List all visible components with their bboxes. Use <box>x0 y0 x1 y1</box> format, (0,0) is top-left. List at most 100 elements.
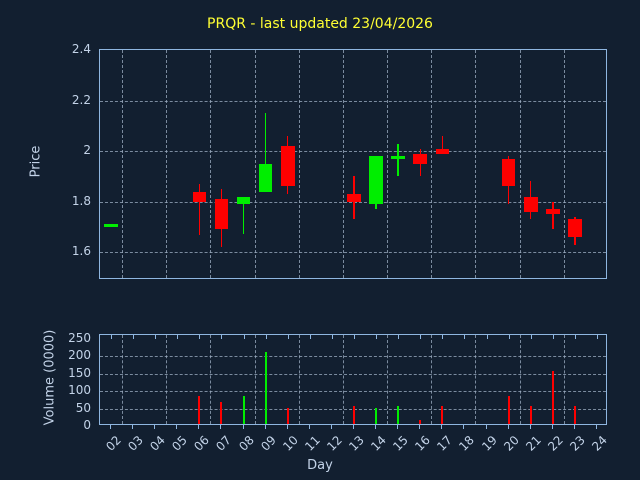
x-tick-mark <box>110 425 112 429</box>
candlestick-body <box>391 156 405 160</box>
x-tick-mark <box>529 425 531 429</box>
volume-gridline-vertical <box>475 335 477 424</box>
candlestick <box>100 50 606 278</box>
volume-gridline-vertical <box>387 335 389 424</box>
x-tick-mark <box>595 425 597 429</box>
candlestick-wick <box>441 135 444 154</box>
x-tick-mark <box>198 425 200 429</box>
x-tick-mark <box>419 425 421 429</box>
volume-y-tick-label: 100 <box>68 383 91 397</box>
volume-bar <box>286 408 289 424</box>
x-tick-mark <box>507 425 509 429</box>
candlestick-body <box>413 153 428 164</box>
price-gridline-vertical <box>298 50 300 278</box>
price-gridline-vertical <box>387 50 389 278</box>
candlestick-body <box>369 156 383 205</box>
x-tick-mark <box>397 425 399 429</box>
volume-bar <box>397 405 400 424</box>
price-gridline-vertical <box>519 50 521 278</box>
x-tick-mark <box>308 425 310 429</box>
volume-y-tick-label: 200 <box>68 348 91 362</box>
volume-bar <box>573 405 576 424</box>
volume-bar <box>551 370 554 424</box>
volume-y-tick-label: 150 <box>68 365 91 380</box>
volume-y-tick-label: 0 <box>83 418 91 432</box>
volume-gridline <box>100 373 606 375</box>
x-tick-mark-top <box>486 335 488 339</box>
x-tick-mark <box>353 425 354 429</box>
price-gridline <box>100 252 606 254</box>
x-tick-mark <box>132 425 134 429</box>
candlestick-body <box>568 219 582 238</box>
x-tick-mark-top <box>530 335 532 339</box>
price-gridline-vertical <box>166 50 168 278</box>
volume-bar <box>375 408 378 424</box>
candlestick <box>100 50 606 278</box>
price-gridline-vertical <box>122 50 124 278</box>
volume-gridline-vertical <box>298 335 300 424</box>
candlestick-body <box>192 191 207 202</box>
candlestick <box>100 50 606 278</box>
price-y-tick-label: 1.6 <box>71 244 91 259</box>
candlestick-body <box>280 146 295 187</box>
price-gridline-vertical <box>431 50 433 278</box>
volume-bar <box>441 405 444 424</box>
volume-gridline <box>100 356 606 357</box>
volume-y-tick-label: 250 <box>68 330 91 345</box>
volume-bar <box>220 402 223 424</box>
volume-gridline <box>100 391 606 392</box>
price-y-tick-label: 2.4 <box>71 42 91 56</box>
candlestick <box>100 50 606 278</box>
x-tick-mark-top <box>464 335 466 339</box>
x-tick-mark-top <box>243 335 245 339</box>
x-tick-mark-top <box>265 335 267 339</box>
x-tick-mark <box>176 425 178 429</box>
x-tick-mark <box>330 425 332 429</box>
candlestick-body <box>523 196 538 212</box>
x-tick-mark <box>573 425 575 429</box>
price-gridline <box>100 100 606 102</box>
price-gridline-vertical <box>342 50 344 278</box>
candlestick <box>100 50 606 278</box>
volume-gridline-vertical <box>122 335 124 424</box>
x-tick-mark-top <box>552 335 554 339</box>
price-y-tick-label: 2 <box>83 143 91 158</box>
x-tick-mark <box>264 425 266 429</box>
candlestick <box>100 50 606 278</box>
candlestick-body <box>258 163 273 192</box>
candlestick <box>100 50 606 278</box>
x-tick-mark-top <box>221 335 223 339</box>
x-tick-mark-top <box>331 335 333 339</box>
x-tick-mark <box>441 425 443 429</box>
volume-gridline-vertical <box>563 335 565 424</box>
x-tick-mark <box>220 425 222 429</box>
price-plot-area <box>99 49 607 279</box>
x-tick-mark-top <box>155 335 157 339</box>
price-gridline-vertical <box>254 50 256 278</box>
candlestick <box>100 50 606 278</box>
x-tick-mark-top <box>442 335 444 339</box>
volume-gridline-vertical <box>431 335 433 424</box>
x-axis-label: Day <box>307 458 333 473</box>
candlestick <box>100 50 606 278</box>
x-tick-mark-top <box>574 335 576 339</box>
volume-bar <box>507 396 510 424</box>
volume-gridline-vertical <box>342 335 344 424</box>
candlestick <box>100 50 606 278</box>
price-gridline <box>100 201 606 203</box>
candlestick-body <box>104 224 118 228</box>
x-tick-mark <box>154 425 156 429</box>
candlestick-wick <box>198 183 201 235</box>
candlestick-body <box>236 196 251 205</box>
volume-gridline-vertical <box>519 335 521 424</box>
volume-bar <box>419 419 422 424</box>
candlestick <box>100 50 606 278</box>
volume-gridline-vertical <box>254 335 256 424</box>
volume-gridline-vertical <box>210 335 212 424</box>
candlestick-body <box>545 209 560 215</box>
x-tick-mark-top <box>177 335 179 339</box>
x-tick-mark <box>286 425 288 429</box>
price-gridline-vertical <box>210 50 212 278</box>
x-tick-mark-top <box>133 335 135 339</box>
